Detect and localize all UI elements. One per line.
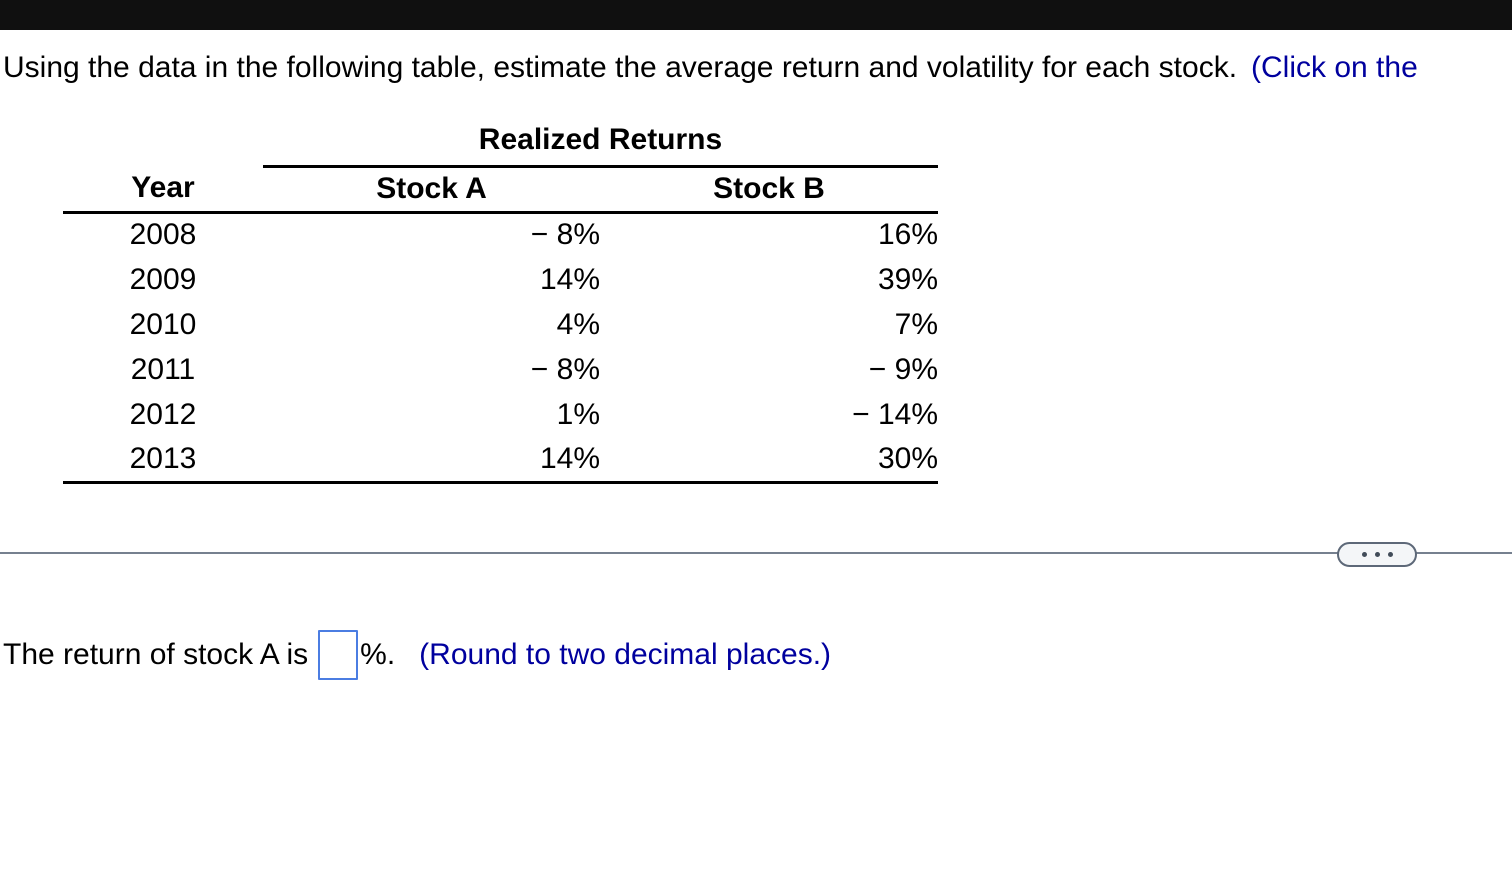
column-header-year: Year bbox=[63, 166, 263, 214]
stock-a-value: − 8% bbox=[530, 352, 600, 386]
year-value: 2009 bbox=[129, 262, 197, 296]
stock-b-value: 39% bbox=[877, 262, 938, 296]
realized-returns-table: Realized Returns Year Stock A Stock B 20… bbox=[63, 120, 938, 484]
table-row: 2008 − 8% 16% bbox=[63, 212, 938, 257]
ellipsis-icon bbox=[1374, 552, 1380, 557]
table-title-spacer bbox=[63, 120, 263, 166]
answer-hint: (Round to two decimal places.) bbox=[419, 638, 832, 671]
column-header-stock-a: Stock A bbox=[263, 166, 600, 214]
more-options-button[interactable] bbox=[1337, 542, 1417, 567]
stock-a-value: 14% bbox=[539, 262, 600, 296]
table-title: Realized Returns bbox=[263, 120, 938, 168]
stock-a-value: − 8% bbox=[530, 218, 600, 252]
year-value: 2011 bbox=[130, 352, 196, 386]
answer-suffix: %. bbox=[360, 638, 396, 671]
year-value: 2008 bbox=[129, 218, 197, 252]
stock-b-value: − 14% bbox=[852, 397, 938, 431]
question-text: Using the data in the following table, e… bbox=[3, 51, 1238, 84]
stock-b-value: − 9% bbox=[868, 352, 938, 386]
stock-b-value: 16% bbox=[877, 218, 938, 252]
table-row: 2013 14% 30% bbox=[63, 437, 938, 484]
top-black-bar bbox=[0, 0, 1512, 30]
year-value: 2010 bbox=[129, 307, 197, 341]
table-title-row: Realized Returns bbox=[63, 120, 938, 168]
stock-b-value: 7% bbox=[894, 307, 938, 341]
section-divider bbox=[0, 552, 1512, 554]
stock-b-value: 30% bbox=[600, 437, 938, 484]
question-link[interactable]: (Click on the bbox=[1251, 51, 1418, 84]
table-row: 2011 − 8% − 9% bbox=[63, 347, 938, 392]
table-row: 2010 4% 7% bbox=[63, 302, 938, 347]
stock-a-value: 4% bbox=[556, 307, 600, 341]
year-value: 2012 bbox=[129, 397, 197, 431]
year-value: 2013 bbox=[63, 437, 263, 484]
ellipsis-icon bbox=[1361, 552, 1367, 557]
stock-a-value: 1% bbox=[556, 397, 600, 431]
ellipsis-icon bbox=[1387, 552, 1393, 557]
question-text-line: Using the data in the following table, e… bbox=[3, 50, 1418, 86]
column-header-stock-b: Stock B bbox=[600, 166, 938, 214]
answer-prefix: The return of stock A is bbox=[3, 638, 309, 671]
table-row: 2012 1% − 14% bbox=[63, 392, 938, 437]
stock-a-value: 14% bbox=[263, 437, 600, 484]
table-header-row: Year Stock A Stock B bbox=[63, 166, 938, 214]
answer-input[interactable] bbox=[318, 630, 359, 680]
table-row: 2009 14% 39% bbox=[63, 257, 938, 302]
answer-line: The return of stock A is%. (Round to two … bbox=[3, 629, 831, 681]
